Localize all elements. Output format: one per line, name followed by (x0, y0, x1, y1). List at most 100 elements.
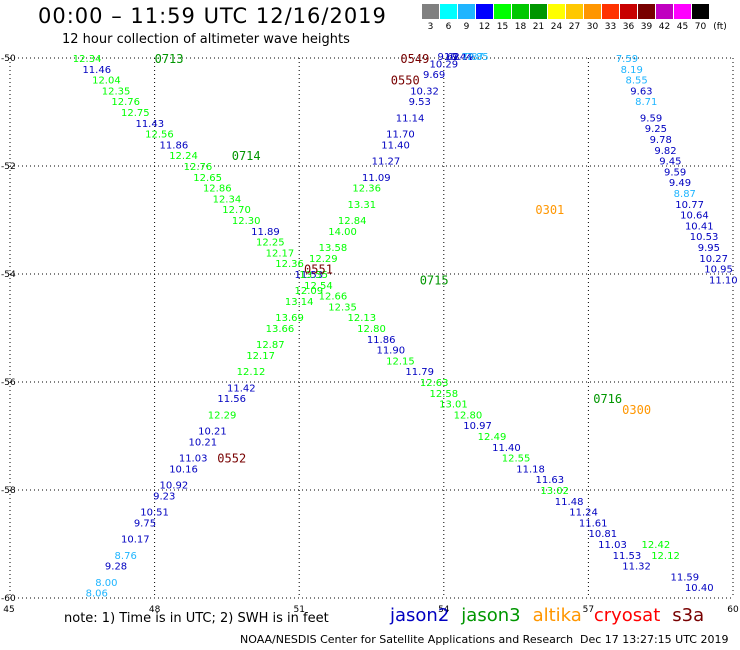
lon-tick-label: 54 (438, 605, 450, 615)
swh-value: 8.00 (95, 578, 117, 589)
swh-value: 8.06 (86, 589, 108, 600)
swh-value: 9.59 (664, 167, 686, 178)
swh-value: 7.87 (462, 52, 484, 63)
page-title: 00:00 – 11:59 UTC 12/16/2019 (38, 4, 387, 28)
swh-value: 11.03 (179, 454, 208, 465)
satellite-name: cryosat (593, 605, 661, 626)
swh-value: 11.89 (251, 227, 280, 238)
satellite-name: s3a (672, 605, 705, 626)
swh-value: 11.59 (670, 572, 699, 583)
legend-swatch (674, 4, 691, 19)
swh-value: 9.69 (423, 70, 445, 81)
lon-tick-label: 48 (149, 605, 161, 615)
legend-swatch (638, 4, 655, 19)
swh-value: 11.24 (569, 508, 598, 519)
satellite-legend: jason2 jason3 altika cryosat s3a (390, 605, 716, 626)
swh-value: 10.53 (690, 232, 719, 243)
swh-value: 9.19 (452, 52, 474, 63)
swh-value: 10.97 (463, 421, 492, 432)
swh-value: 11.79 (405, 367, 434, 378)
swh-value: 12.35 (328, 302, 357, 313)
swh-value: 12.34 (213, 194, 242, 205)
legend-swatch (620, 4, 637, 19)
lat-tick-label: -60 (1, 594, 16, 604)
pass-label: 0552 (217, 452, 246, 466)
swh-value: 9.45 (659, 157, 681, 168)
legend-swatch (602, 4, 619, 19)
legend-label: 39 (640, 22, 653, 32)
swh-value: 12.49 (478, 432, 507, 443)
swh-value: 12.42 (642, 540, 671, 551)
lat-tick-label: -58 (1, 486, 16, 496)
legend-label: 36 (622, 22, 635, 32)
swh-value: 10.92 (160, 481, 189, 492)
swh-value: 12.12 (651, 551, 680, 562)
swh-value: 10.64 (680, 211, 709, 222)
swh-value: 13.14 (285, 297, 314, 308)
swh-value: 8.87 (674, 189, 696, 200)
swh-value: 10.77 (675, 200, 704, 211)
swh-value: 12.63 (420, 378, 449, 389)
swh-value: 10.27 (699, 254, 728, 265)
wave-observations: 12.3411.4612.0412.3512.7612.7511.4312.56… (73, 52, 738, 600)
lat-tick-label: -54 (1, 270, 16, 280)
legend-label: 15 (496, 22, 509, 32)
swh-value: 10.95 (704, 265, 733, 276)
swh-value: 7.59 (616, 54, 638, 65)
legend-label: 27 (568, 22, 581, 32)
lon-tick-label: 57 (583, 605, 594, 615)
legend-label: 21 (532, 22, 545, 32)
swh-value: 12.76 (111, 97, 140, 108)
swh-value: 12.58 (429, 389, 458, 400)
swh-value: 8.19 (621, 65, 643, 76)
swh-value: 11.40 (492, 443, 521, 454)
swh-value: 9.59 (640, 113, 662, 124)
legend-label: 33 (604, 22, 617, 32)
pass-label: 0714 (232, 149, 261, 163)
pass-label: 0549 (400, 52, 429, 66)
lon-tick-label: 51 (293, 605, 304, 615)
legend-swatch (530, 4, 547, 19)
legend-swatch (656, 4, 673, 19)
swh-value: 9.62 (437, 52, 459, 63)
swh-value: 11.42 (227, 383, 256, 394)
legend-swatch (422, 4, 439, 19)
map-grid (9, 57, 734, 599)
swh-value: 12.29 (208, 410, 237, 421)
swh-value: 12.84 (338, 216, 367, 227)
lat-tick-label: -56 (1, 378, 16, 388)
legend-label: 45 (676, 22, 689, 32)
swh-value: 10.44 (444, 52, 473, 63)
lon-tick-label: 45 (3, 605, 14, 615)
legend-label: 24 (550, 22, 563, 32)
legend-unit: (ft) (713, 22, 727, 32)
swh-value: 12.30 (232, 216, 261, 227)
lat-tick-label: -52 (1, 162, 16, 172)
swh-value: 8.55 (625, 76, 647, 87)
pass-label: 0300 (622, 403, 651, 417)
swh-value: 10.81 (589, 529, 618, 540)
page-subtitle: 12 hour collection of altimeter wave hei… (62, 32, 350, 47)
swh-value: 10.29 (429, 59, 458, 70)
legend-swatch (566, 4, 583, 19)
swh-value: 12.09 (295, 286, 324, 297)
legend-label: 18 (514, 22, 527, 32)
swh-value: 8.71 (635, 97, 657, 108)
legend-label: 12 (478, 22, 491, 32)
swh-value: 13.69 (275, 313, 304, 324)
swh-value: 10.40 (685, 583, 714, 594)
swh-value: 10.32 (410, 86, 439, 97)
swh-value: 12.75 (121, 108, 150, 119)
pass-label: 0551 (304, 263, 333, 277)
legend-swatch (548, 4, 565, 19)
swh-value: 9.49 (669, 178, 691, 189)
swh-value: 12.04 (92, 76, 121, 87)
lat-tick-label: -50 (1, 54, 16, 64)
swh-value: 11.86 (160, 140, 189, 151)
swh-value: 10.21 (198, 427, 227, 438)
swh-value: 11.53 (613, 551, 642, 562)
satellite-name: jason3 (461, 605, 521, 626)
swh-value: 12.55 (502, 454, 531, 465)
generated-timestamp: Dec 17 13:27:15 UTC 2019 (580, 633, 729, 646)
swh-value: 11.61 (579, 518, 608, 529)
